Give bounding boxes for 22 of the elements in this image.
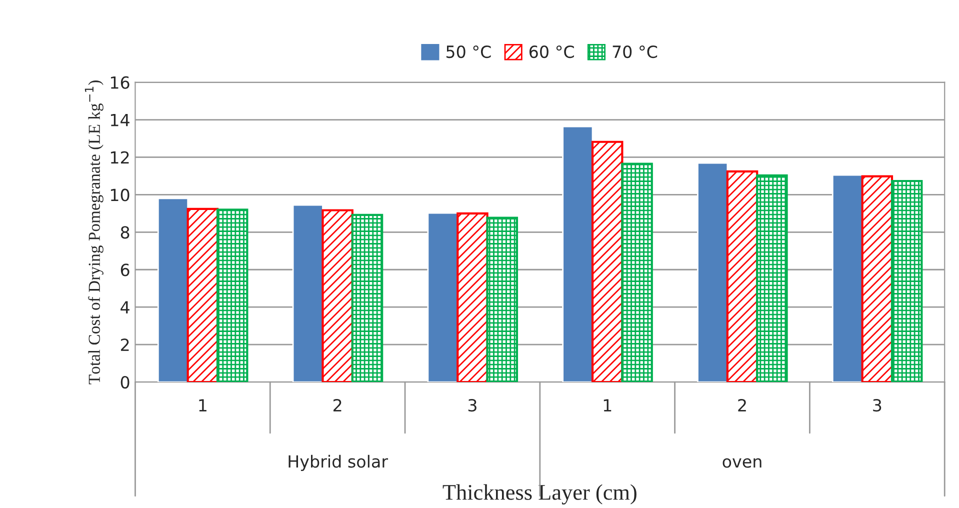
legend-label: 50 °C [446, 45, 491, 58]
x-tick-label: 2 [738, 398, 746, 412]
y-tick-label: 4 [120, 301, 130, 314]
text: oven [722, 458, 762, 468]
x-tick-label: 2 [333, 398, 342, 412]
y-tick-label: 6 [120, 264, 130, 276]
y-tick-label: 0 [120, 376, 130, 389]
legend-label: 60 °C [530, 45, 574, 58]
y-tick-label: 16 [110, 76, 130, 89]
y-tick-label: 2 [120, 338, 129, 351]
x-axis-title: Thickness Layer (cm) [442, 484, 636, 504]
x-tick-label: 1 [199, 399, 206, 412]
y-tick-label: 12 [110, 151, 129, 164]
y-axis-title: Total Cost of Drying Pomegranate (LE kg$^{−1}$) [84, 80, 104, 384]
x-tick-label: 3 [873, 398, 882, 412]
y-tick-label: 8 [120, 226, 130, 239]
y-tick-label: 14 [110, 114, 130, 126]
text: Hybrid solar [288, 454, 388, 472]
legend-label: 70 °C [612, 45, 658, 58]
y-tick-label: 10 [110, 188, 130, 202]
x-tick-label: 3 [468, 398, 476, 412]
x-tick-label: 1 [604, 399, 612, 412]
